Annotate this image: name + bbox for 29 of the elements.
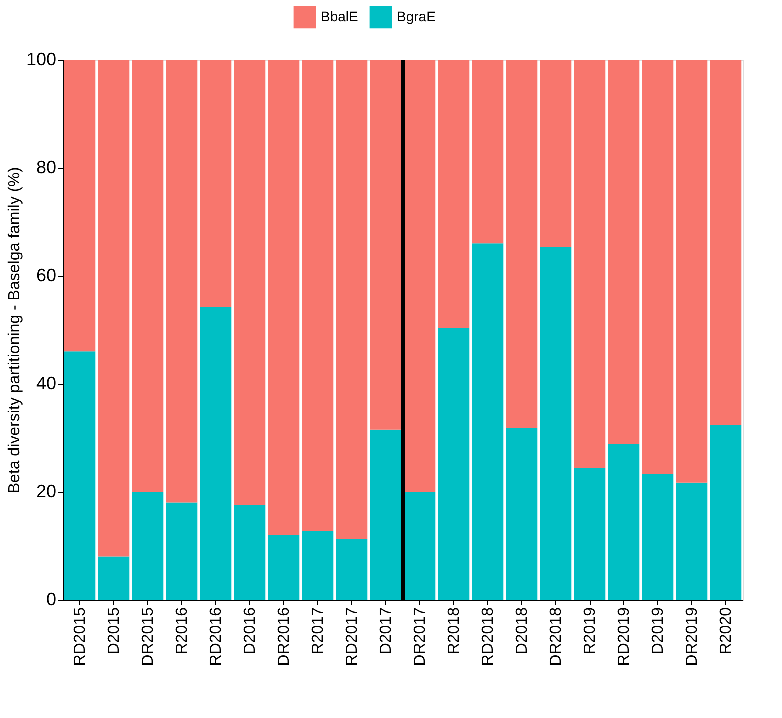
x-tick-label: RD2016: [208, 607, 225, 666]
y-tick-label: 80: [36, 158, 56, 178]
y-tick-label: 20: [36, 482, 56, 502]
x-tick-label: D2017: [378, 607, 395, 655]
y-tick-label: 0: [46, 590, 56, 610]
x-tick-label: D2016: [242, 607, 259, 655]
x-tick-label: D2019: [650, 607, 667, 655]
x-tick-label: RD2017: [344, 607, 361, 666]
y-tick-label: 60: [36, 266, 56, 286]
legend-label: BbalE: [321, 8, 358, 24]
legend-label: BgraE: [397, 8, 436, 24]
x-tick-label: D2015: [106, 607, 123, 655]
y-tick-label: 40: [36, 374, 56, 394]
x-tick-label: DR2017: [412, 607, 429, 666]
x-tick-label: D2018: [514, 607, 531, 655]
y-axis-title: Beta diversity partitioning - Baselga family (%): [6, 167, 24, 494]
x-tick-label: R2017: [310, 607, 327, 655]
x-tick-label: DR2019: [684, 607, 701, 666]
x-tick-label: RD2019: [616, 607, 633, 666]
y-tick-label: 100: [26, 50, 56, 70]
x-tick-label: RD2018: [480, 607, 497, 666]
x-tick-label: DR2015: [140, 607, 157, 666]
x-tick-label: R2020: [718, 607, 735, 655]
x-tick-label: DR2016: [276, 607, 293, 666]
x-tick-label: DR2018: [548, 607, 565, 666]
x-tick-label: R2019: [582, 607, 599, 655]
x-tick-label: RD2015: [72, 607, 89, 666]
x-tick-label: R2018: [446, 607, 463, 655]
x-tick-label: R2016: [174, 607, 191, 655]
